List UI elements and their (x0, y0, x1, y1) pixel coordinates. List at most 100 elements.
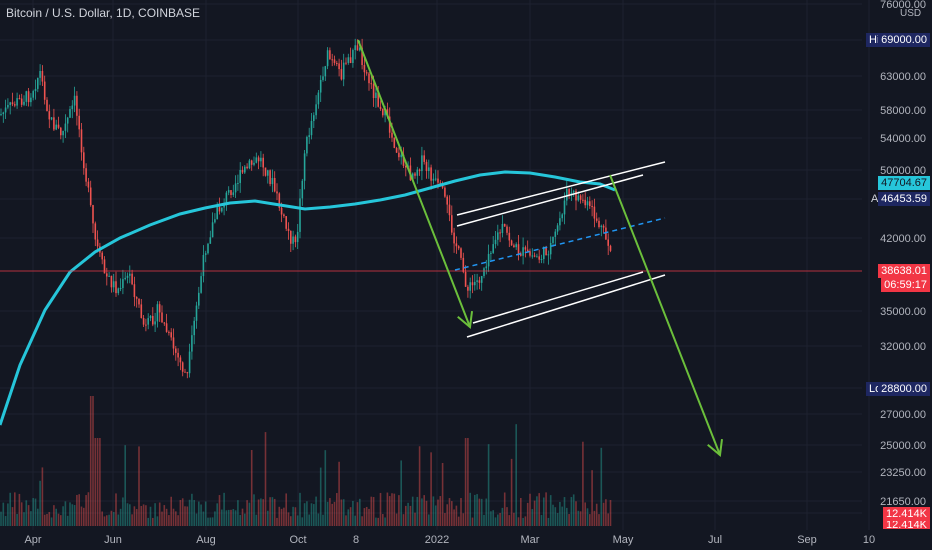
candle-body (593, 206, 596, 219)
trend-drawings[interactable] (357, 39, 723, 457)
volume-bar (370, 496, 373, 526)
volume-bar (377, 517, 379, 526)
volume-bar (287, 512, 290, 526)
y-tick-label: 58000.00 (880, 105, 926, 117)
candle-body (469, 282, 471, 291)
volume-bar (400, 460, 402, 526)
volume-bar (230, 509, 232, 526)
volume-bar (499, 512, 501, 526)
candle-body (142, 318, 145, 325)
down-arrow-1[interactable] (357, 39, 471, 328)
volume-bar (223, 492, 225, 526)
symbol-title[interactable]: Bitcoin / U.S. Dollar, 1D, COINBASE (6, 6, 201, 20)
candle-body (425, 161, 428, 172)
candle-body (92, 205, 94, 224)
channel-top-inner-line[interactable] (456, 174, 644, 227)
candle-body (55, 124, 57, 130)
volume-bar (538, 493, 540, 526)
volume-bar (398, 495, 400, 526)
volume-bar (179, 499, 182, 526)
candle-body (280, 207, 283, 215)
volume-bar (126, 503, 129, 526)
volume-bar (20, 502, 23, 526)
candle-body (0, 114, 2, 116)
candle-body (48, 111, 51, 120)
candle-body (448, 204, 451, 216)
candle-body (324, 66, 327, 77)
time-axis[interactable]: Apr Jun Aug Oct 8 2022 Mar May Jul Sep 10 (0, 530, 932, 550)
candle-body (501, 223, 504, 234)
y-tick-label: 27000.00 (880, 409, 926, 421)
candle-body (602, 225, 605, 228)
candle-body (20, 98, 23, 105)
volume-bar (193, 500, 195, 526)
candle-body (416, 169, 419, 176)
candle-body (379, 106, 382, 109)
candle-body (377, 92, 379, 107)
volume-bar (73, 505, 76, 526)
candle-body (441, 184, 444, 188)
volume-bar (487, 444, 490, 526)
volume-bar (570, 497, 573, 526)
candle-body (497, 232, 499, 240)
candle-body (301, 180, 304, 199)
candle-body (480, 276, 483, 283)
volume-bar (317, 513, 320, 526)
volume-bar (513, 512, 515, 526)
volume-bar (556, 513, 559, 526)
volume-bar (336, 493, 338, 526)
candle-body (526, 249, 529, 252)
candle-body (319, 79, 322, 93)
candle-body (294, 236, 297, 243)
candle-body (161, 312, 163, 323)
candle-body (241, 170, 244, 173)
candle-body (559, 218, 561, 226)
candle-body (444, 187, 446, 197)
candle-body (186, 372, 189, 374)
candle-body (85, 168, 87, 182)
candle-body (94, 223, 97, 240)
volume-bar (352, 500, 354, 526)
volume-bar (579, 511, 582, 526)
candle-body (529, 251, 531, 256)
channel-bottom-outer-line[interactable] (466, 274, 666, 338)
candle-body (87, 181, 90, 188)
channel-top-outer-line[interactable] (456, 161, 666, 216)
candle-body (117, 288, 120, 294)
volume-bar (267, 510, 269, 526)
volume-bar (83, 507, 85, 526)
volume-bar (584, 502, 586, 526)
volume-bar (64, 501, 67, 526)
volume-bar (62, 506, 64, 526)
volume-bar (71, 504, 74, 526)
volume-bar (552, 504, 554, 526)
price-axis[interactable]: 76000.00 63000.00 58000.00 54000.00 50000.00… (880, 0, 926, 508)
volume-bar (57, 513, 60, 526)
candle-body (462, 257, 465, 272)
volume-bar (393, 493, 396, 526)
channel-bottom-inner-line[interactable] (472, 271, 644, 324)
candle-body (586, 201, 589, 206)
candle-body (126, 275, 129, 278)
candle-body (329, 50, 331, 60)
candle-body (225, 192, 228, 205)
volume-bar (27, 505, 30, 526)
candle-body (432, 178, 435, 181)
volume-bar (322, 514, 324, 526)
volume-bar (313, 504, 315, 526)
volume-bar (221, 509, 223, 526)
candle-body (177, 352, 179, 358)
candle-body (78, 115, 80, 130)
down-arrow-2[interactable] (609, 174, 721, 456)
volume-bar (572, 494, 575, 526)
volume-bar (37, 508, 39, 526)
candle-body (131, 273, 133, 285)
candle-body (418, 169, 421, 172)
volume-bar (50, 517, 53, 526)
volume-bar (446, 504, 448, 526)
candle-body (471, 282, 474, 286)
volume-bar (32, 498, 34, 526)
candle-body (384, 109, 386, 116)
volume-bar (549, 495, 552, 526)
